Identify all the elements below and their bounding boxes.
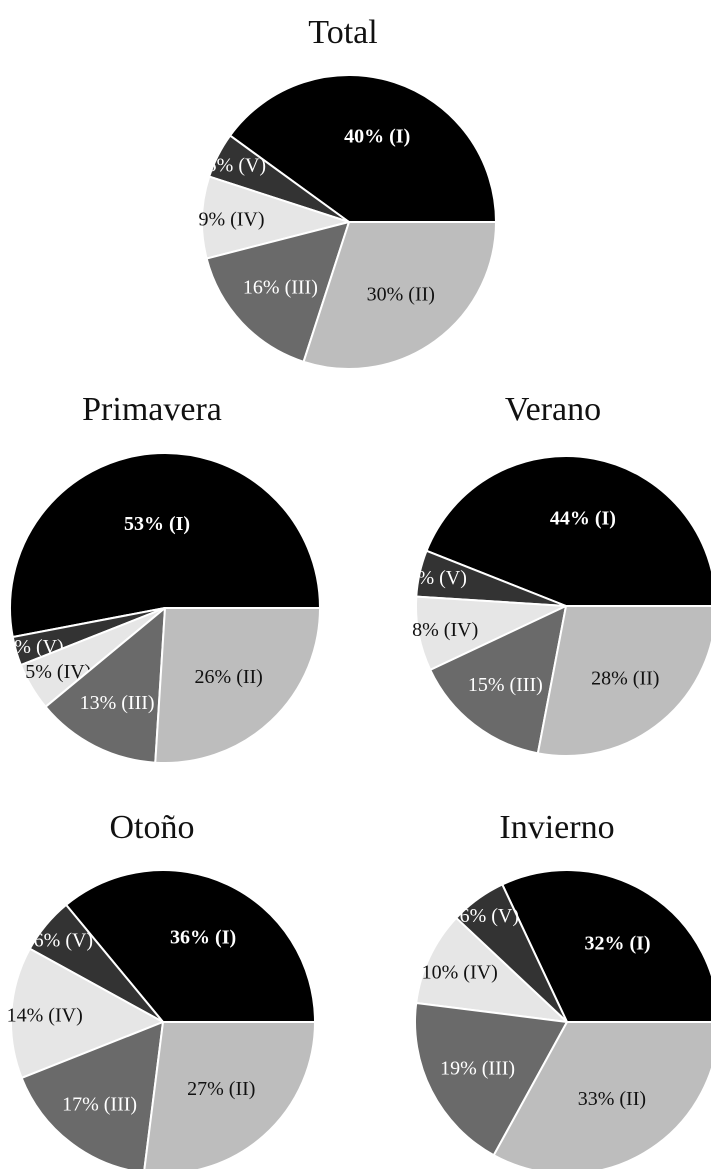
otono-slice-i-label: 36% (I) [170, 927, 236, 949]
invierno-slice-iii-label: 19% (III) [440, 1058, 515, 1080]
verano-slice-ii-label: 28% (II) [591, 668, 659, 690]
total-slice-iv [200, 175, 350, 260]
invierno-slice-ii-label: 33% (II) [578, 1088, 646, 1110]
otono-slice-iv-label: 14% (IV) [7, 1005, 83, 1027]
chart-verano: Verano 44% (I) 5% (V) 8% (IV) 15% (III) 28% … [407, 391, 711, 757]
otono-slice-iv [9, 947, 164, 1079]
pie-total: 40% (I) 5% (V) 9% (IV) 16% (III) 30% (II) [198, 74, 497, 370]
verano-slice-i-label: 44% (I) [550, 508, 616, 530]
pie-primavera: 53% (I) 3% (V) 5% (IV) 13% (III) 26% (II) [4, 452, 321, 764]
chart-total: Total 40% (I) 5% (V) 9% (IV) 16% (III) 30% (… [198, 14, 497, 370]
verano-slice-i [425, 455, 711, 607]
pie-invierno: 32% (I) 6% (V) 10% (IV) 19% (III) 33% (II) [414, 869, 711, 1169]
chart-title-otono: Otoño [110, 809, 195, 846]
primavera-slice-ii-label: 26% (II) [195, 666, 263, 688]
primavera-slice-i-label: 53% (I) [124, 513, 190, 535]
total-slice-i [229, 74, 497, 223]
invierno-slice-i-label: 32% (I) [584, 932, 650, 954]
invierno-slice-ii [492, 1021, 711, 1169]
verano-slice-iv-label: 8% (IV) [412, 619, 478, 641]
chart-title-verano: Verano [505, 391, 601, 428]
otono-slice-i [65, 869, 316, 1023]
otono-slice-ii-label: 27% (II) [187, 1078, 255, 1100]
total-slice-v-label: 5% (V) [207, 155, 266, 177]
primavera-slice-iv-label: 5% (IV) [25, 661, 91, 683]
otono-slice-iii-label: 17% (III) [62, 1094, 137, 1116]
pie-otono: 36% (I) 6% (V) 14% (IV) 17% (III) 27% (II) [7, 869, 316, 1169]
otono-slice-v-label: 6% (V) [34, 930, 93, 952]
invierno-slice-iv [415, 916, 568, 1023]
invierno-slice-iii [414, 1001, 568, 1157]
total-slice-ii [302, 221, 497, 370]
primavera-slice-v-label: 3% (V) [4, 636, 63, 658]
chart-title-primavera: Primavera [82, 391, 222, 428]
chart-otono: Otoño 36% (I) 6% (V) 14% (IV) 17% (III) 27% … [7, 809, 316, 1169]
total-slice-iv-label: 9% (IV) [198, 208, 264, 230]
primavera-slice-iii [44, 607, 166, 764]
otono-slice-iii [20, 1021, 164, 1169]
primavera-slice-i [9, 452, 321, 639]
primavera-slice-ii [154, 607, 321, 764]
total-slice-i-label: 40% (I) [344, 125, 410, 147]
pie-verano: 44% (I) 5% (V) 8% (IV) 15% (III) 28% (II) [407, 455, 711, 757]
verano-slice-iii [429, 605, 567, 755]
total-slice-iii-label: 16% (III) [243, 276, 318, 298]
invierno-slice-v-label: 6% (V) [460, 905, 519, 927]
total-slice-ii-label: 30% (II) [367, 283, 435, 305]
verano-slice-ii [536, 605, 711, 757]
primavera-slice-iii-label: 13% (III) [80, 692, 155, 714]
otono-slice-ii [143, 1021, 316, 1169]
chart-title-total: Total [308, 14, 377, 51]
chart-invierno: Invierno 32% (I)6% (V)10% (IV)19% (III)3… [414, 809, 711, 1169]
invierno-slice-iv-label: 10% (IV) [422, 962, 498, 984]
verano-slice-iii-label: 15% (III) [468, 674, 543, 696]
invierno-slice-i [501, 869, 711, 1023]
chart-title-invierno: Invierno [499, 809, 614, 846]
total-slice-iii [205, 221, 350, 363]
verano-slice-v-label: 5% (V) [407, 567, 466, 589]
chart-primavera: Primavera 53% (I) 3% (V) 5% (IV) 13% (III) 2… [4, 391, 321, 764]
